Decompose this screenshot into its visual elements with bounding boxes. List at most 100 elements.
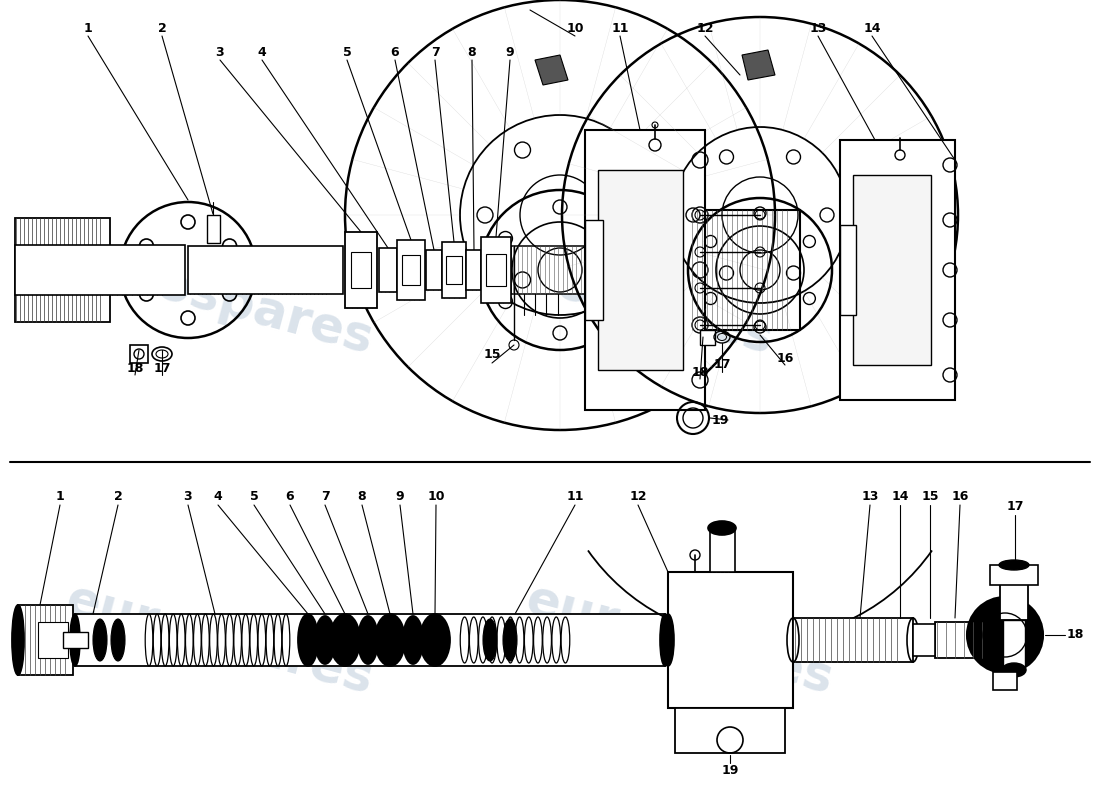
Ellipse shape [320,626,330,654]
Text: 18: 18 [691,366,708,378]
Text: 10: 10 [566,22,584,34]
Bar [852,175,931,365]
Text: 14: 14 [864,22,881,34]
Bar [840,140,955,400]
Text: 4: 4 [257,46,266,58]
Ellipse shape [302,624,313,656]
Text: 7: 7 [430,46,439,58]
Bar [351,252,371,288]
Bar [446,256,462,284]
Bar [993,672,1018,690]
Text: 6: 6 [286,490,295,503]
Bar [793,618,913,662]
Ellipse shape [428,624,442,656]
Ellipse shape [999,560,1028,570]
Text: 18: 18 [126,362,144,374]
Ellipse shape [503,619,517,661]
Bar [840,225,856,315]
Bar [15,245,185,295]
Bar [379,248,397,292]
Bar [690,210,800,330]
Text: 8: 8 [468,46,476,58]
Ellipse shape [486,626,494,654]
Ellipse shape [338,624,352,656]
Bar [668,572,793,708]
Text: 17: 17 [153,362,170,374]
Bar [913,624,935,656]
Bar [585,130,705,410]
Ellipse shape [315,616,336,664]
Ellipse shape [403,616,424,664]
Bar [63,632,88,648]
Text: 2: 2 [113,490,122,503]
Text: 10: 10 [427,490,444,503]
Bar [402,255,420,285]
Ellipse shape [660,614,670,666]
Bar [345,232,377,308]
Text: 3: 3 [216,46,224,58]
Bar [585,220,603,320]
Bar [18,605,73,675]
Text: 11: 11 [566,490,584,503]
Text: 13: 13 [861,490,879,503]
Ellipse shape [12,605,24,675]
Ellipse shape [383,624,397,656]
Text: 13: 13 [810,22,827,34]
Text: 5: 5 [342,46,351,58]
Bar [397,240,425,300]
Circle shape [967,597,1043,673]
Text: 19: 19 [722,763,739,777]
Text: 9: 9 [506,46,515,58]
Text: 15: 15 [922,490,938,503]
Bar [710,530,735,572]
Text: 17: 17 [1006,501,1024,514]
Text: 3: 3 [184,490,192,503]
Text: eurospares: eurospares [521,576,839,704]
Ellipse shape [363,626,373,654]
Text: 6: 6 [390,46,399,58]
Ellipse shape [96,626,104,654]
Text: eurospares: eurospares [60,236,380,364]
Text: eurospares: eurospares [60,576,380,704]
Text: 1: 1 [56,490,65,503]
Text: 9: 9 [396,490,405,503]
Text: 18: 18 [1066,629,1083,642]
Bar [675,708,785,753]
Bar [1000,580,1028,620]
Bar [700,330,715,345]
Text: 15: 15 [483,349,500,362]
Text: 12: 12 [629,490,647,503]
Ellipse shape [330,614,360,666]
Ellipse shape [506,626,514,654]
Bar [188,246,343,294]
Bar [207,215,220,243]
Bar [15,218,110,322]
Ellipse shape [483,619,497,661]
Bar [130,345,148,363]
Text: 12: 12 [696,22,714,34]
Bar [990,565,1038,585]
Polygon shape [535,55,568,85]
Bar [39,622,68,658]
Text: 17: 17 [713,358,730,371]
Bar [442,242,466,298]
Ellipse shape [70,614,80,666]
Bar [75,614,666,666]
Bar [512,246,616,294]
Text: 16: 16 [777,351,794,365]
Bar [486,254,506,286]
Text: 4: 4 [213,490,222,503]
Bar [426,250,442,290]
Ellipse shape [94,619,107,661]
Ellipse shape [114,626,122,654]
Text: 14: 14 [891,490,909,503]
Bar [935,622,1000,658]
Ellipse shape [358,616,378,664]
Ellipse shape [408,626,418,654]
Text: 19: 19 [712,414,728,426]
Text: 11: 11 [612,22,629,34]
Text: 7: 7 [320,490,329,503]
Ellipse shape [111,619,125,661]
Ellipse shape [420,614,450,666]
Polygon shape [742,50,775,80]
